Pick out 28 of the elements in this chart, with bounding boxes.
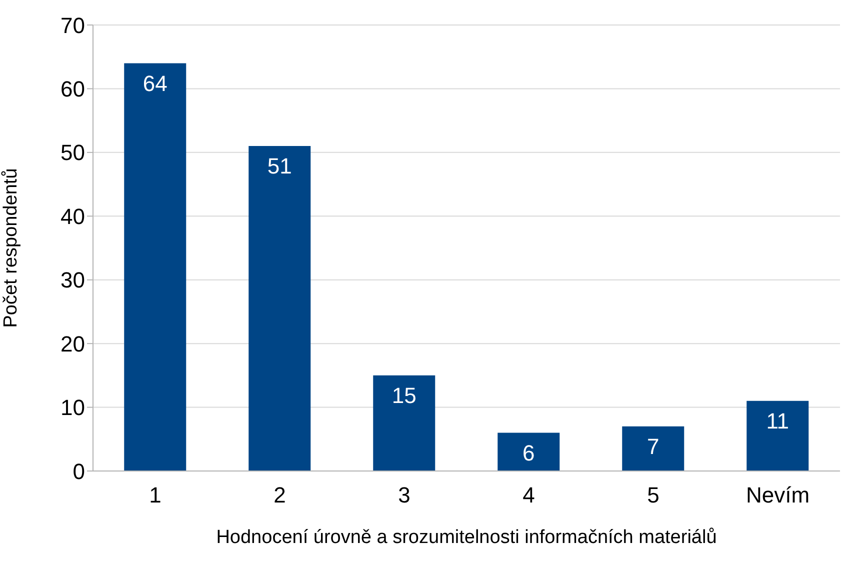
data-label: 6 [522, 440, 535, 466]
x-tick-label: 1 [149, 482, 162, 508]
x-axis-title: Hodnocení úrovně a srozumitelnosti informačních materiálů [216, 527, 717, 548]
bar [124, 63, 186, 471]
y-tick-label: 50 [60, 140, 85, 166]
data-label: 7 [647, 434, 660, 460]
y-tick-label: 30 [60, 268, 85, 293]
x-tick-label: 3 [398, 482, 410, 508]
data-label: 64 [142, 70, 168, 96]
y-tick-label: 70 [60, 12, 85, 38]
bar [248, 146, 311, 471]
y-tick-label: 20 [60, 331, 85, 356]
x-tick-label: Nevím [746, 482, 810, 508]
y-tick-label: 40 [60, 204, 85, 229]
x-tick-label: 5 [647, 482, 660, 508]
bar [746, 400, 809, 471]
bar [622, 426, 684, 471]
bar [498, 432, 560, 471]
x-tick-label: 2 [274, 482, 286, 508]
y-tick-label: 60 [60, 76, 85, 102]
data-label: 51 [267, 154, 292, 179]
y-tick-label: 0 [72, 458, 85, 484]
x-tick-label: 4 [522, 482, 535, 508]
y-axis-title: Počet respondentů [0, 168, 22, 328]
y-tick-label: 10 [60, 395, 85, 420]
bar [373, 375, 436, 471]
data-label: 15 [392, 383, 416, 408]
data-label: 11 [766, 408, 790, 434]
